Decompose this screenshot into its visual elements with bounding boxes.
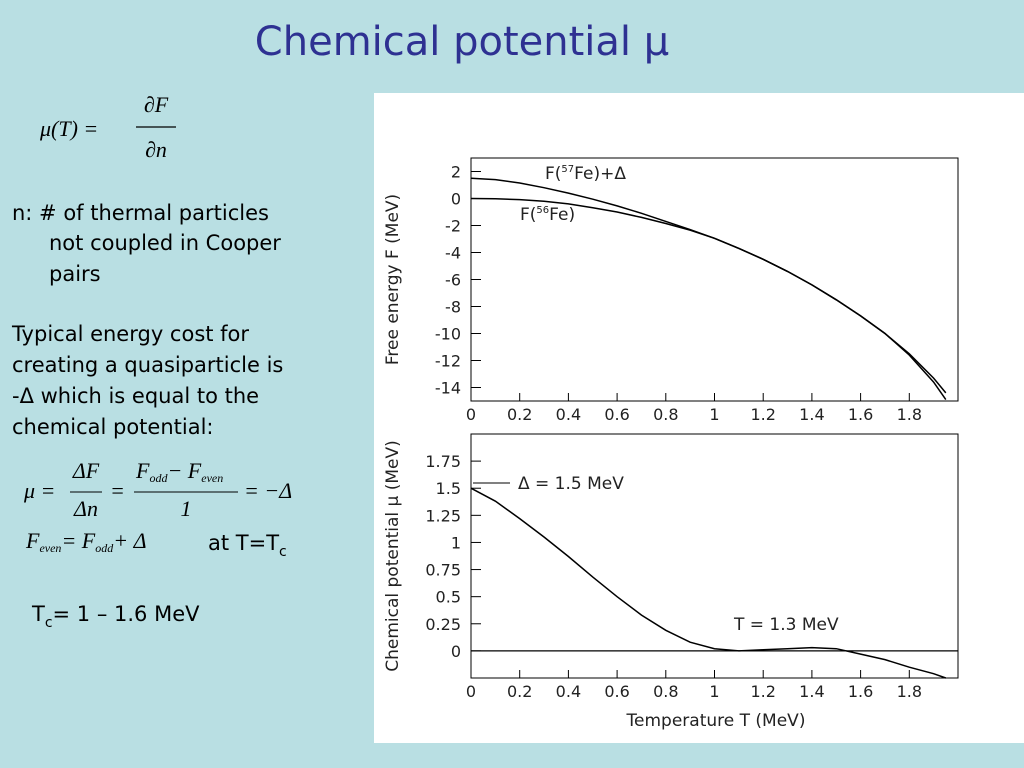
y-tick-label: 1.5 bbox=[436, 479, 461, 498]
range-subscript: c bbox=[45, 615, 53, 631]
data-line bbox=[470, 197, 947, 401]
condition-text: at T=Tc bbox=[208, 531, 287, 560]
formula-subscript: even bbox=[201, 471, 223, 485]
formula-symbol: − F bbox=[167, 458, 201, 483]
x-axis-title: Temperature T (MeV) bbox=[626, 711, 806, 731]
y-tick-label: 1.75 bbox=[425, 452, 461, 471]
formula-symbol: F bbox=[25, 528, 40, 553]
formula-denominator: Δn bbox=[73, 496, 98, 521]
data-line bbox=[470, 487, 947, 679]
slide-title: Chemical potential μ bbox=[255, 19, 669, 65]
x-tick-label: 1.2 bbox=[750, 405, 775, 424]
range-main: T bbox=[31, 602, 45, 626]
x-tick-label: 0 bbox=[466, 405, 476, 424]
annotation-superscript: 57 bbox=[561, 164, 574, 175]
y-tick-label: -8 bbox=[445, 298, 461, 317]
formula-derivative: μ(T) = ∂F ∂n bbox=[39, 92, 176, 162]
x-tick-label: 0.6 bbox=[604, 682, 629, 701]
x-tick-label: 1.6 bbox=[848, 405, 873, 424]
charts: 0 0.2 0.4 0.6 0.8 1 1.2 1.4 1.6 1.8 -14 -12 -10 -8 -6 -… bbox=[383, 157, 959, 731]
y-tick-label: 1 bbox=[451, 533, 461, 552]
x-tick-label: 0.6 bbox=[604, 405, 629, 424]
range-rest: = 1 – 1.6 MeV bbox=[53, 602, 201, 626]
x-tick-label: 1 bbox=[709, 405, 719, 424]
y-tick-label: -6 bbox=[445, 271, 461, 290]
annotation-text: T = 1.3 MeV bbox=[733, 615, 839, 635]
y-tick-label: 0 bbox=[451, 190, 461, 209]
definition-line: pairs bbox=[49, 262, 101, 286]
y-tick-label: 0 bbox=[451, 642, 461, 661]
annotation: T = 1.3 MeV bbox=[733, 615, 839, 635]
formula-chemical-potential: μ = ΔF Δn = Fodd− Feven 1 = −Δ bbox=[23, 458, 292, 521]
formula-subscript: even bbox=[39, 541, 61, 555]
formula-symbol: = F bbox=[61, 528, 95, 553]
x-tick-label: 1.8 bbox=[897, 405, 922, 424]
x-tick-label: 1.4 bbox=[799, 405, 824, 424]
formula-subscript: odd bbox=[149, 471, 168, 485]
y-tick-label: 0.25 bbox=[425, 615, 461, 634]
formula-equals: = bbox=[110, 478, 125, 503]
figure-panel bbox=[374, 93, 1024, 743]
x-tick-label: 1.2 bbox=[750, 682, 775, 701]
formula-condition: Feven= Fodd+ Δ bbox=[25, 528, 147, 555]
definition-line: n: # of thermal particles bbox=[12, 201, 269, 225]
chart: 0 0.2 0.4 0.6 0.8 1 1.2 1.4 1.6 1.8 -14 -12 -10 -8 -6 -… bbox=[383, 157, 959, 424]
formula-symbol: + Δ bbox=[113, 528, 146, 553]
x-tick-label: 1.8 bbox=[897, 682, 922, 701]
annotation-text: Fe) bbox=[549, 205, 575, 225]
formula-numerator: ΔF bbox=[72, 458, 100, 483]
y-tick-label: 0.75 bbox=[425, 561, 461, 580]
condition-main: at T=T bbox=[208, 531, 279, 555]
x-tick-label: 0.2 bbox=[507, 682, 532, 701]
paragraph-line: Typical energy cost for bbox=[11, 322, 249, 346]
paragraph-line: chemical potential: bbox=[12, 415, 213, 439]
chart: 0 0.2 0.4 0.6 0.8 1 1.2 1.4 1.6 1.8 0 0.25 0.5 0.75 1 1… bbox=[383, 433, 959, 731]
formula-subscript: odd bbox=[95, 541, 114, 555]
x-tick-label: 0.8 bbox=[653, 405, 678, 424]
x-tick-label: 0.2 bbox=[507, 405, 532, 424]
formula-denominator: ∂n bbox=[145, 137, 167, 162]
x-tick-label: 1.6 bbox=[848, 682, 873, 701]
y-tick-label: -10 bbox=[435, 325, 461, 344]
annotation: F(56Fe) bbox=[520, 205, 575, 225]
formula-rhs: = −Δ bbox=[244, 478, 292, 503]
y-axis-title: Free energy F (MeV) bbox=[383, 194, 403, 365]
annotation: F(57Fe)+Δ bbox=[545, 164, 626, 184]
formula-numerator: ∂F bbox=[144, 92, 169, 117]
annotation-text: Δ = 1.5 MeV bbox=[518, 474, 624, 494]
x-tick-label: 1 bbox=[709, 682, 719, 701]
y-tick-label: -2 bbox=[445, 217, 461, 236]
y-tick-label: -4 bbox=[445, 244, 461, 263]
annotation-superscript: 56 bbox=[536, 205, 549, 216]
annotation: Δ = 1.5 MeV bbox=[518, 474, 624, 494]
y-tick-label: 1.25 bbox=[425, 506, 461, 525]
x-tick-label: 0 bbox=[466, 682, 476, 701]
formula-lhs: μ(T) = bbox=[39, 116, 98, 141]
formula-lhs: μ = bbox=[23, 478, 55, 503]
paragraph-line: creating a quasiparticle is bbox=[12, 353, 283, 377]
formula-numerator: Fodd− Feven bbox=[135, 458, 223, 485]
y-axis-title: Chemical potential μ (MeV) bbox=[383, 440, 403, 672]
range-text: Tc= 1 – 1.6 MeV bbox=[31, 602, 200, 631]
definition-line: not coupled in Cooper bbox=[49, 231, 281, 255]
y-tick-label: 0.5 bbox=[436, 588, 461, 607]
y-tick-label: -14 bbox=[435, 379, 461, 398]
formula-symbol: F bbox=[135, 458, 150, 483]
x-tick-label: 0.4 bbox=[556, 682, 581, 701]
condition-subscript: c bbox=[279, 544, 287, 560]
y-tick-label: -12 bbox=[435, 352, 461, 371]
y-tick-label: 2 bbox=[451, 163, 461, 182]
annotation-text: F( bbox=[520, 205, 536, 225]
formula-denominator: 1 bbox=[181, 496, 192, 521]
annotation-text: Fe)+Δ bbox=[574, 164, 626, 184]
x-tick-label: 1.4 bbox=[799, 682, 824, 701]
x-tick-label: 0.4 bbox=[556, 405, 581, 424]
paragraph-line: -Δ which is equal to the bbox=[12, 384, 259, 408]
annotation-text: F( bbox=[545, 164, 561, 184]
x-tick-label: 0.8 bbox=[653, 682, 678, 701]
